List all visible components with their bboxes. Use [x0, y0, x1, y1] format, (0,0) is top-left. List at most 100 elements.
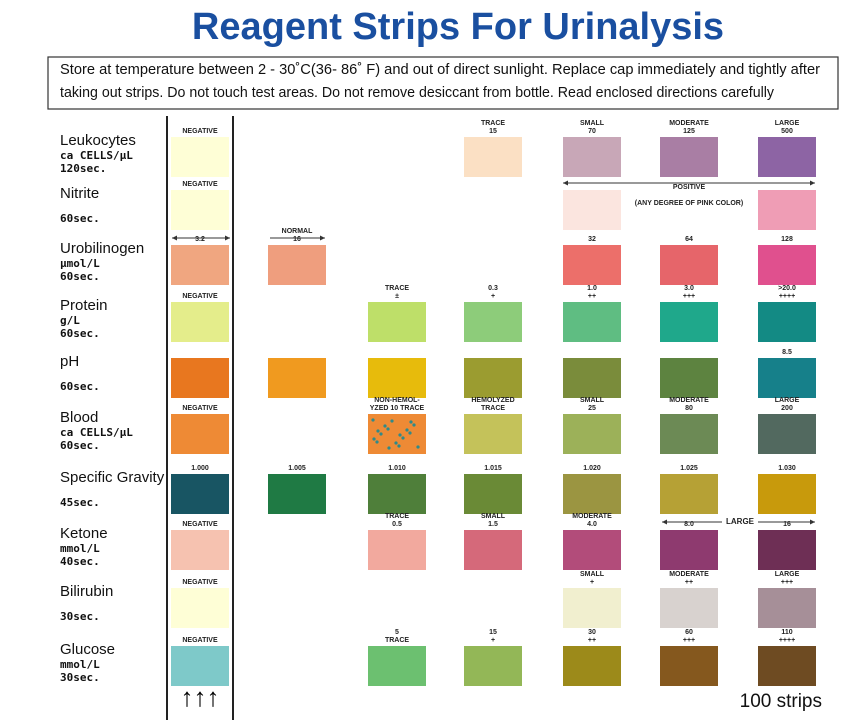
analyte-time: 45sec. [60, 496, 100, 509]
analyte-unit: μmol/L [60, 257, 100, 270]
color-swatch [758, 530, 816, 570]
swatch-label: SMALL [580, 571, 605, 578]
color-swatch [563, 588, 621, 628]
swatch-label: SMALL [580, 120, 605, 127]
swatch-spot [408, 431, 412, 435]
swatch-label: 80 [685, 405, 693, 412]
color-swatch [464, 530, 522, 570]
color-swatch [660, 474, 718, 514]
swatch-label: 200 [781, 405, 793, 412]
swatch-label: TRACE [481, 405, 505, 412]
color-swatch [758, 137, 816, 177]
strip-arrows: ↑↑↑ [181, 682, 220, 712]
color-swatch [660, 588, 718, 628]
color-swatch [171, 245, 229, 285]
swatch-spot [401, 436, 405, 440]
color-swatch [563, 414, 621, 454]
swatch-label: 1.5 [488, 521, 498, 528]
analyte-name: Urobilinogen [60, 240, 144, 257]
span-label: POSITIVE [673, 184, 706, 191]
color-swatch [464, 302, 522, 342]
analyte-unit: g/L [60, 314, 80, 327]
color-swatch [464, 646, 522, 686]
swatch-label: +++ [683, 637, 695, 644]
color-swatch [368, 530, 426, 570]
analyte-time: 60sec. [60, 212, 100, 225]
color-swatch [171, 358, 229, 398]
swatch-label: + [491, 637, 495, 644]
swatch-label: MODERATE [669, 397, 709, 404]
swatch-label: 1.020 [583, 465, 601, 472]
swatch-label: TRACE [385, 513, 409, 520]
color-swatch [171, 190, 229, 230]
color-swatch [758, 358, 816, 398]
color-swatch [464, 358, 522, 398]
color-swatch [660, 137, 718, 177]
swatch-label: NEGATIVE [182, 405, 218, 412]
swatch-label: 125 [683, 128, 695, 135]
note-box [47, 56, 839, 110]
swatch-label: LARGE [775, 571, 800, 578]
color-swatch [171, 530, 229, 570]
swatch-label: YZED 10 TRACE [370, 405, 425, 412]
color-swatch [660, 646, 718, 686]
swatch-label: + [491, 293, 495, 300]
swatch-label: 128 [781, 236, 793, 243]
color-swatch [368, 474, 426, 514]
swatch-spot [372, 437, 376, 441]
color-swatch [758, 646, 816, 686]
span-label: LARGE [726, 517, 755, 526]
analyte-name: Leukocytes [60, 132, 136, 149]
color-swatch [368, 302, 426, 342]
analyte-time: 120sec. [60, 162, 106, 175]
color-swatch [563, 530, 621, 570]
color-swatch [464, 414, 522, 454]
swatch-spot [390, 419, 394, 423]
strip-count: 100 strips [740, 691, 822, 712]
swatch-label: 16 [783, 521, 791, 528]
swatch-spot [386, 427, 390, 431]
color-swatch [758, 302, 816, 342]
swatch-spot [387, 446, 391, 450]
swatch-label: ++ [588, 637, 596, 644]
swatch-label: 16 [293, 236, 301, 243]
color-swatch [660, 358, 718, 398]
swatch-label: 60 [685, 629, 693, 636]
swatch-label: ++ [588, 293, 596, 300]
swatch-spot [398, 433, 402, 437]
swatch-label: 1.005 [288, 465, 306, 472]
swatch-label: + [590, 579, 594, 586]
color-swatch [368, 414, 426, 454]
swatch-label: >20.0 [778, 285, 796, 292]
color-swatch [368, 358, 426, 398]
color-swatch [563, 646, 621, 686]
swatch-label: NEGATIVE [182, 181, 218, 188]
swatch-spot [383, 424, 387, 428]
color-swatch [171, 588, 229, 628]
swatch-label: TRACE [385, 285, 409, 292]
swatch-label: ++ [685, 579, 693, 586]
swatch-spot [379, 432, 383, 436]
color-swatch [563, 358, 621, 398]
analyte-unit: mmol/L [60, 658, 100, 671]
swatch-label: 1.0 [587, 285, 597, 292]
swatch-label: 1.015 [484, 465, 502, 472]
swatch-label: ++++ [779, 293, 795, 300]
color-swatch [758, 190, 816, 230]
swatch-label: LARGE [775, 120, 800, 127]
swatch-label: 1.000 [191, 465, 209, 472]
swatch-label: 64 [685, 236, 693, 243]
analyte-time: 60sec. [60, 327, 100, 340]
color-swatch [464, 137, 522, 177]
color-swatch [660, 245, 718, 285]
swatch-label: 3.2 [195, 236, 205, 243]
analyte-time: 60sec. [60, 270, 100, 283]
color-swatch [660, 302, 718, 342]
analyte-name: Bilirubin [60, 583, 113, 600]
swatch-label: SMALL [481, 513, 506, 520]
swatch-label: 110 [781, 629, 792, 636]
swatch-label: 15 [489, 629, 497, 636]
analyte-name: Glucose [60, 641, 115, 658]
swatch-label: 3.0 [684, 285, 694, 292]
